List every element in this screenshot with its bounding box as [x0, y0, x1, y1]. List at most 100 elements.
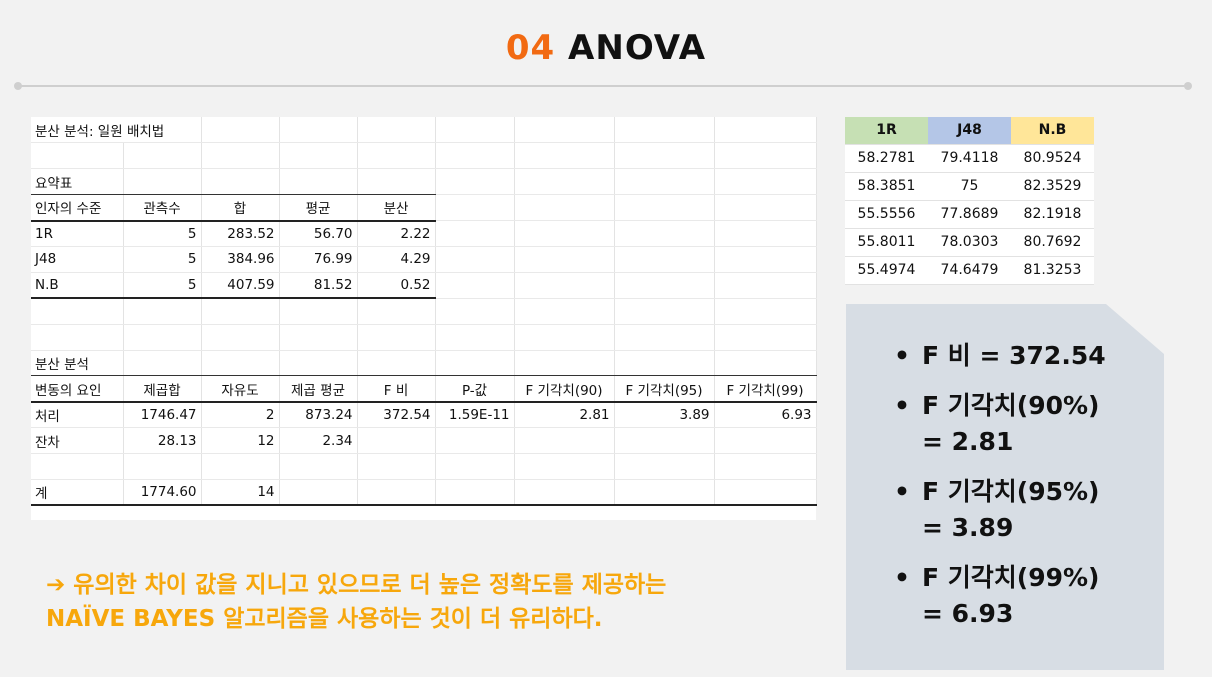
- result-panel: • F 비 = 372.54 • F 기각치(90%) = 2.81 • F 기…: [846, 304, 1164, 670]
- title-divider: [14, 82, 1192, 90]
- anova-label: 분산 분석: [31, 350, 124, 377]
- summary-label: 요약표: [31, 168, 124, 196]
- summary-cell: 1R: [31, 219, 124, 247]
- accuracy-cell: 74.6479: [928, 256, 1011, 285]
- accuracy-cell: 80.7692: [1011, 228, 1094, 257]
- accuracy-table: 1R J48 N.B 58.2781 79.4118 80.9524 58.38…: [845, 117, 1094, 285]
- anova-cell: 1746.47: [123, 400, 202, 429]
- accuracy-cell: 82.1918: [1011, 200, 1094, 229]
- accuracy-row: 55.5556 77.8689 82.1918: [845, 200, 1094, 229]
- bullet-icon: •: [894, 477, 910, 506]
- result-line: F 비 = 372.54: [922, 341, 1106, 370]
- anova-cell: 3.89: [614, 400, 715, 429]
- conclusion-line-2: NAÏVE BAYES 알고리즘을 사용하는 것이 더 유리하다.: [46, 606, 603, 632]
- summary-header: 분산: [357, 194, 436, 222]
- anova-row: 처리 1746.47 2 873.24 372.54 1.59E-11 2.81…: [31, 400, 817, 429]
- accuracy-cell: 81.3253: [1011, 256, 1094, 285]
- result-item-critical-95: • F 기각치(95%) = 3.89: [894, 474, 1106, 546]
- bullet-icon: •: [894, 341, 910, 370]
- anova-cell: 2.81: [514, 400, 615, 429]
- result-line: F 기각치(95%): [922, 477, 1100, 506]
- accuracy-cell: 77.8689: [928, 200, 1011, 229]
- anova-cell: 372.54: [357, 400, 436, 429]
- summary-cell: 76.99: [279, 246, 358, 273]
- anova-cell: 6.93: [714, 400, 817, 429]
- result-value: = 2.81: [922, 427, 1014, 456]
- summary-cell: 56.70: [279, 219, 358, 247]
- summary-header: 합: [201, 194, 280, 222]
- anova-cell: 12: [201, 427, 280, 455]
- anova-header: 변동의 요인: [31, 375, 124, 403]
- anova-row: 잔차 28.13 12 2.34: [31, 427, 817, 455]
- anova-header: 제곱합: [123, 375, 202, 403]
- accuracy-cell: 55.4974: [845, 256, 928, 285]
- result-value: = 6.93: [922, 599, 1014, 628]
- result-item-f-ratio: • F 비 = 372.54: [894, 338, 1106, 374]
- title-number: 04: [505, 28, 556, 68]
- summary-cell: 5: [123, 272, 202, 300]
- summary-cell: 384.96: [201, 246, 280, 273]
- accuracy-cell: 55.8011: [845, 228, 928, 257]
- sheet-row: 분산 분석: 일원 배치법: [31, 117, 817, 144]
- summary-header: 관측수: [123, 194, 202, 222]
- summary-header: 인자의 수준: [31, 194, 124, 222]
- anova-header: P-값: [435, 375, 515, 403]
- summary-cell: 81.52: [279, 272, 358, 300]
- summary-cell: 5: [123, 219, 202, 247]
- accuracy-cell: 75: [928, 172, 1011, 201]
- anova-cell: 873.24: [279, 400, 358, 429]
- anova-header: 제곱 평균: [279, 375, 358, 403]
- anova-header-row: 변동의 요인 제곱합 자유도 제곱 평균 F 비 P-값 F 기각치(90) F…: [31, 375, 817, 403]
- anova-total-row: 계 1774.60 14: [31, 479, 817, 507]
- result-list: • F 비 = 372.54 • F 기각치(90%) = 2.81 • F 기…: [894, 338, 1106, 646]
- summary-cell: 407.59: [201, 272, 280, 300]
- anova-cell: 처리: [31, 400, 124, 429]
- summary-cell: 2.22: [357, 219, 436, 247]
- anova-cell: 28.13: [123, 427, 202, 455]
- slide-title: 04 ANOVA: [0, 28, 1212, 68]
- anova-cell: 1.59E-11: [435, 400, 515, 429]
- anova-cell: 14: [201, 479, 280, 507]
- accuracy-cell: 79.4118: [928, 144, 1011, 173]
- result-line: F 기각치(99%): [922, 563, 1100, 592]
- conclusion-text: ➔ 유의한 차이 값을 지니고 있으므로 더 높은 정확도를 제공하는 NAÏV…: [46, 568, 666, 636]
- accuracy-row: 55.8011 78.0303 80.7692: [845, 228, 1094, 257]
- anova-spreadsheet: 분산 분석: 일원 배치법 요약표 인자의 수준 관측수 합 평균 분산 1R …: [31, 117, 817, 520]
- accuracy-row: 55.4974 74.6479 81.3253: [845, 256, 1094, 285]
- accuracy-cell: 58.2781: [845, 144, 928, 173]
- anova-header: F 비: [357, 375, 436, 403]
- accuracy-row: 58.2781 79.4118 80.9524: [845, 144, 1094, 173]
- summary-header: 평균: [279, 194, 358, 222]
- summary-cell: N.B: [31, 272, 124, 300]
- result-item-critical-90: • F 기각치(90%) = 2.81: [894, 388, 1106, 460]
- bullet-icon: •: [894, 391, 910, 420]
- accuracy-row: 58.3851 75 82.3529: [845, 172, 1094, 201]
- summary-row: J48 5 384.96 76.99 4.29: [31, 246, 817, 273]
- anova-header: F 기각치(95): [614, 375, 715, 403]
- anova-cell: 2: [201, 400, 280, 429]
- accuracy-cell: 78.0303: [928, 228, 1011, 257]
- summary-cell: 5: [123, 246, 202, 273]
- accuracy-header-nb: N.B: [1011, 117, 1094, 145]
- bullet-icon: •: [894, 563, 910, 592]
- summary-row: N.B 5 407.59 81.52 0.52: [31, 272, 817, 300]
- accuracy-header-row: 1R J48 N.B: [845, 117, 1094, 145]
- accuracy-cell: 58.3851: [845, 172, 928, 201]
- summary-cell: 283.52: [201, 219, 280, 247]
- result-line: F 기각치(90%): [922, 391, 1100, 420]
- anova-cell: 계: [31, 479, 124, 507]
- accuracy-header-1r: 1R: [845, 117, 928, 145]
- summary-cell: J48: [31, 246, 124, 273]
- accuracy-cell: 82.3529: [1011, 172, 1094, 201]
- conclusion-line-1: ➔ 유의한 차이 값을 지니고 있으므로 더 높은 정확도를 제공하는: [46, 572, 667, 598]
- summary-cell: 4.29: [357, 246, 436, 273]
- anova-header: F 기각치(99): [714, 375, 817, 403]
- accuracy-cell: 55.5556: [845, 200, 928, 229]
- anova-cell: 1774.60: [123, 479, 202, 507]
- anova-header: 자유도: [201, 375, 280, 403]
- accuracy-header-j48: J48: [928, 117, 1011, 145]
- result-item-critical-99: • F 기각치(99%) = 6.93: [894, 560, 1106, 632]
- anova-cell: 잔차: [31, 427, 124, 455]
- accuracy-cell: 80.9524: [1011, 144, 1094, 173]
- anova-cell: 2.34: [279, 427, 358, 455]
